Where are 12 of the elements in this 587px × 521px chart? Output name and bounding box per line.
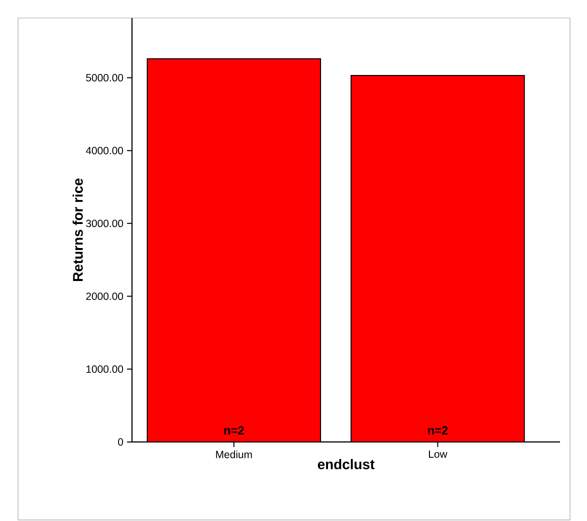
y-tick-label: 2000.00 <box>86 292 124 300</box>
x-tick-label: Medium <box>216 450 252 458</box>
y-tick-label: 3000.00 <box>86 220 124 228</box>
annotation: n=2 <box>224 426 244 434</box>
y-tick-label: 5000.00 <box>86 74 124 82</box>
y-tick-label: 1000.00 <box>86 365 124 373</box>
annotation: n=2 <box>428 426 448 434</box>
x-tick-label: Low <box>428 450 448 458</box>
x-axis-title: endclust <box>318 459 375 470</box>
y-tick-label: 4000.00 <box>86 146 124 154</box>
y-axis-title: Returns for rice <box>72 178 83 281</box>
y-tick-label: 0 <box>118 438 124 446</box>
